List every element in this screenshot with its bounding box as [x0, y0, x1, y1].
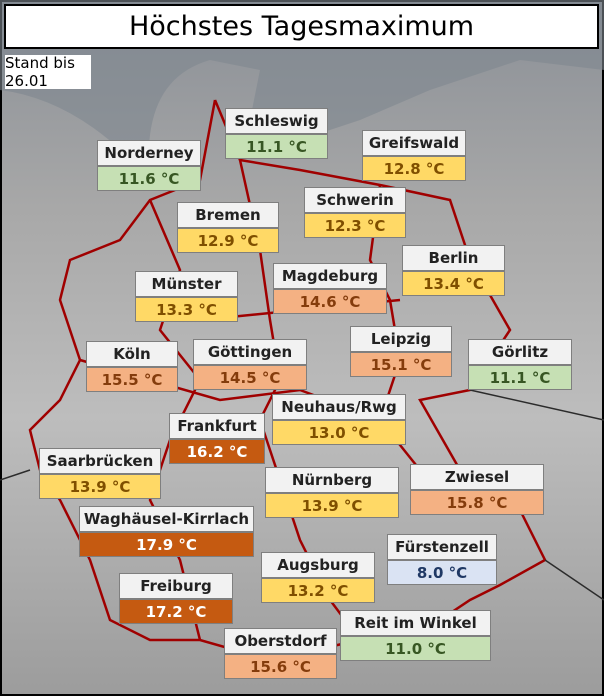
station-name: Berlin — [402, 245, 505, 271]
station-name: Göttingen — [193, 339, 307, 365]
station-value: 11.1 °C — [225, 134, 328, 159]
station-value: 17.9 °C — [79, 532, 254, 557]
title: Höchstes Tagesmaximum — [4, 4, 599, 49]
station-name: Münster — [135, 271, 238, 297]
station-name: Görlitz — [468, 339, 572, 365]
station-name: Waghäusel-Kirrlach — [79, 506, 254, 532]
station-name: Greifswald — [362, 130, 466, 156]
station-value: 14.6 °C — [273, 289, 387, 314]
station-name: Oberstdorf — [224, 628, 337, 654]
station-name: Saarbrücken — [39, 448, 161, 474]
station-name: Nürnberg — [265, 467, 399, 493]
station-value: 13.0 °C — [272, 420, 406, 445]
station-name: Frankfurt — [169, 413, 265, 439]
station-value: 11.6 °C — [97, 166, 201, 191]
station-name: Norderney — [97, 140, 201, 166]
station-name: Schwerin — [304, 187, 406, 213]
station-value: 17.2 °C — [119, 599, 233, 624]
station-name: Augsburg — [261, 552, 375, 578]
station-name: Fürstenzell — [387, 534, 497, 560]
station-value: 12.3 °C — [304, 213, 406, 238]
station-value: 13.9 °C — [265, 493, 399, 518]
station-value: 13.4 °C — [402, 271, 505, 296]
station-value: 8.0 °C — [387, 560, 497, 585]
station-name: Neuhaus/Rwg — [272, 394, 406, 420]
station-name: Schleswig — [225, 108, 328, 134]
station-value: 16.2 °C — [169, 439, 265, 464]
station-value: 15.6 °C — [224, 654, 337, 679]
station-value: 14.5 °C — [193, 365, 307, 390]
station-value: 15.1 °C — [350, 352, 452, 377]
station-value: 13.3 °C — [135, 297, 238, 322]
station-name: Leipzig — [350, 326, 452, 352]
station-name: Reit im Winkel — [340, 610, 491, 636]
date-note: Stand bis 26.01 — [5, 54, 91, 90]
station-value: 12.9 °C — [177, 228, 279, 253]
station-name: Zwiesel — [410, 464, 544, 490]
station-value: 15.8 °C — [410, 490, 544, 515]
station-name: Bremen — [177, 202, 279, 228]
station-value: 12.8 °C — [362, 156, 466, 181]
station-name: Magdeburg — [273, 263, 387, 289]
station-value: 11.1 °C — [468, 365, 572, 390]
station-value: 15.5 °C — [86, 367, 178, 392]
station-name: Köln — [86, 341, 178, 367]
station-value: 13.2 °C — [261, 578, 375, 603]
station-value: 13.9 °C — [39, 474, 161, 499]
station-value: 11.0 °C — [340, 636, 491, 661]
station-name: Freiburg — [119, 573, 233, 599]
